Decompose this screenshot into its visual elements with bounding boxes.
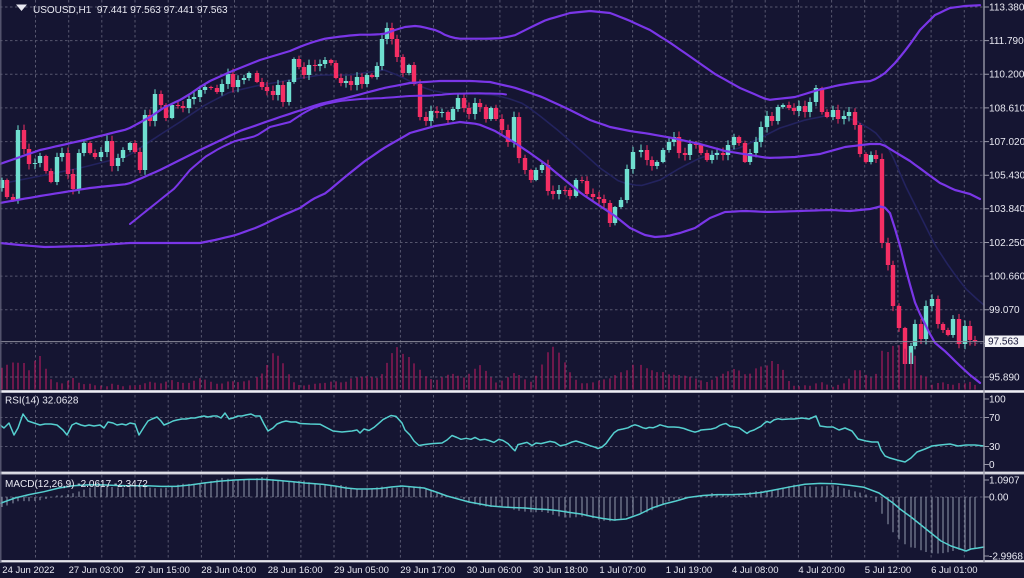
svg-text:110.200: 110.200: [989, 70, 1024, 81]
svg-text:27 Jun 03:00: 27 Jun 03:00: [69, 565, 124, 576]
svg-text:27 Jun 15:00: 27 Jun 15:00: [135, 565, 190, 576]
svg-text:6 Jul 01:00: 6 Jul 01:00: [931, 565, 977, 576]
svg-text:RSI(14) 32.0628: RSI(14) 32.0628: [5, 396, 79, 407]
svg-text:113.380: 113.380: [989, 2, 1024, 13]
svg-text:USOUSD,H1 97.441 97.563 97.44: USOUSD,H1 97.441 97.563 97.441 97.563: [33, 5, 228, 16]
svg-text:1 Jul 19:00: 1 Jul 19:00: [666, 565, 712, 576]
svg-text:0: 0: [989, 460, 995, 471]
svg-text:103.840: 103.840: [989, 204, 1024, 215]
svg-text:28 Jun 04:00: 28 Jun 04:00: [201, 565, 256, 576]
svg-text:30 Jun 18:00: 30 Jun 18:00: [533, 565, 588, 576]
svg-text:100: 100: [989, 394, 1006, 405]
svg-text:108.610: 108.610: [989, 103, 1024, 114]
svg-text:4 Jul 08:00: 4 Jul 08:00: [732, 565, 778, 576]
svg-text:100.660: 100.660: [989, 272, 1024, 283]
svg-text:102.250: 102.250: [989, 238, 1024, 249]
svg-text:29 Jun 17:00: 29 Jun 17:00: [400, 565, 455, 576]
svg-text:24 Jun 2022: 24 Jun 2022: [2, 565, 54, 576]
svg-text:97.563: 97.563: [988, 337, 1019, 348]
svg-text:105.430: 105.430: [989, 171, 1024, 182]
svg-text:5 Jul 12:00: 5 Jul 12:00: [865, 565, 911, 576]
svg-text:95.890: 95.890: [989, 372, 1020, 383]
svg-text:107.020: 107.020: [989, 137, 1024, 148]
svg-text:4 Jul 20:00: 4 Jul 20:00: [798, 565, 844, 576]
svg-text:29 Jun 05:00: 29 Jun 05:00: [334, 565, 389, 576]
svg-text:MACD(12,26,9) -2.0617 -2.3472: MACD(12,26,9) -2.0617 -2.3472: [5, 479, 148, 490]
svg-text:111.790: 111.790: [989, 36, 1024, 47]
svg-text:-2.9968: -2.9968: [989, 551, 1023, 562]
svg-text:28 Jun 16:00: 28 Jun 16:00: [268, 565, 323, 576]
svg-text:30 Jun 06:00: 30 Jun 06:00: [467, 565, 522, 576]
svg-text:99.070: 99.070: [989, 305, 1020, 316]
svg-text:1 Jul 07:00: 1 Jul 07:00: [599, 565, 645, 576]
svg-text:0.00: 0.00: [989, 492, 1009, 503]
svg-text:30: 30: [989, 442, 1001, 453]
svg-text:1.0907: 1.0907: [989, 475, 1020, 486]
svg-text:70: 70: [989, 413, 1001, 424]
